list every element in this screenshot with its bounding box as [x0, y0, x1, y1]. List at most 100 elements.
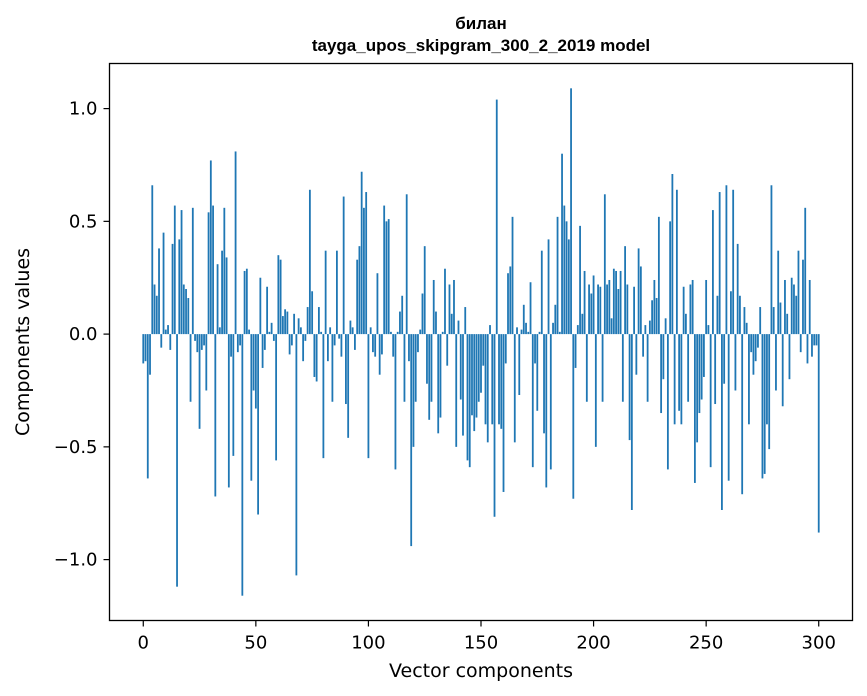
- bar-165: [513, 334, 516, 443]
- bar-15: [176, 334, 178, 587]
- bar-187: [563, 205, 566, 335]
- bar-7: [158, 248, 160, 335]
- bar-128: [430, 334, 433, 402]
- bar-120: [412, 334, 415, 447]
- bar-222: [642, 334, 645, 357]
- bar-204: [601, 334, 604, 402]
- bar-74: [308, 189, 311, 335]
- bar-224: [646, 334, 649, 402]
- bar-146: [471, 334, 473, 416]
- bar-54: [263, 334, 266, 350]
- bar-31: [212, 205, 214, 335]
- bar-163: [509, 266, 512, 335]
- bar-176: [538, 331, 541, 335]
- bar-64: [286, 311, 289, 335]
- bar-177: [540, 250, 543, 335]
- bar-55: [266, 286, 269, 335]
- bar-90: [345, 334, 347, 405]
- bar-281: [775, 334, 777, 391]
- bar-86: [336, 250, 338, 335]
- bar-104: [376, 273, 379, 335]
- bar-207: [608, 279, 611, 335]
- bar-13: [171, 243, 174, 335]
- bar-290: [795, 295, 798, 335]
- bar-142: [462, 334, 464, 436]
- plot-frame: [108, 62, 854, 622]
- bar-152: [484, 334, 487, 425]
- bar-297: [811, 334, 813, 357]
- bars-group: [142, 88, 820, 596]
- bar-223: [644, 325, 647, 335]
- bar-155: [491, 334, 494, 425]
- bar-166: [516, 327, 518, 335]
- bar-28: [205, 334, 208, 391]
- bar-11: [167, 325, 169, 335]
- bar-185: [558, 331, 561, 335]
- bar-235: [671, 174, 674, 335]
- bar-200: [592, 275, 595, 335]
- bar-274: [759, 307, 762, 335]
- bar-121: [414, 334, 417, 402]
- bar-21: [189, 334, 192, 402]
- bar-140: [457, 320, 460, 335]
- bar-149: [477, 334, 480, 402]
- y-axis-ticks: −1.0 −0.5 0.0 0.5 1.0: [54, 99, 110, 571]
- bar-137: [450, 313, 453, 335]
- bar-9: [162, 232, 165, 335]
- bar-93: [351, 327, 354, 335]
- bar-103: [374, 334, 377, 357]
- bar-102: [372, 334, 374, 353]
- bar-20: [187, 298, 190, 335]
- bar-228: [655, 298, 658, 335]
- bar-215: [626, 284, 629, 335]
- bar-139: [455, 334, 458, 447]
- bar-257: [721, 334, 723, 510]
- bar-268: [745, 322, 748, 335]
- bar-115: [401, 295, 404, 335]
- bar-294: [804, 207, 807, 335]
- bar-218: [633, 286, 635, 335]
- bar-61: [279, 259, 282, 335]
- bar-108: [385, 221, 388, 335]
- bar-75: [311, 291, 314, 335]
- bar-135: [446, 334, 449, 366]
- bar-16: [178, 239, 181, 335]
- bar-127: [428, 334, 431, 420]
- bar-246: [696, 334, 699, 443]
- bar-241: [684, 313, 687, 335]
- bar-197: [585, 334, 588, 402]
- bar-89: [342, 196, 345, 335]
- bar-84: [331, 334, 334, 402]
- y-tick-label: −0.5: [54, 437, 98, 458]
- bar-158: [498, 334, 500, 425]
- bar-44: [241, 334, 244, 596]
- bar-216: [628, 334, 631, 441]
- bar-150: [480, 334, 482, 393]
- bar-237: [675, 189, 678, 335]
- bar-154: [489, 325, 491, 335]
- bar-131: [437, 334, 440, 434]
- bar-4: [151, 185, 154, 335]
- bar-164: [511, 216, 514, 335]
- bar-179: [545, 334, 548, 488]
- bar-174: [534, 334, 536, 364]
- bar-45: [243, 270, 246, 335]
- bar-59: [275, 334, 278, 461]
- bar-181: [549, 334, 552, 470]
- bar-134: [444, 268, 446, 335]
- bar-188: [565, 221, 568, 335]
- bar-118: [408, 334, 410, 362]
- bar-111: [392, 334, 395, 357]
- bar-279: [770, 185, 773, 335]
- bar-210: [615, 270, 617, 335]
- bar-180: [547, 239, 550, 335]
- bar-255: [716, 295, 719, 335]
- bar-194: [579, 225, 581, 335]
- bar-264: [736, 243, 739, 335]
- bar-39: [230, 334, 232, 357]
- bar-248: [700, 334, 703, 400]
- bar-161: [504, 334, 507, 364]
- bar-22: [191, 207, 194, 335]
- bar-270: [750, 334, 753, 353]
